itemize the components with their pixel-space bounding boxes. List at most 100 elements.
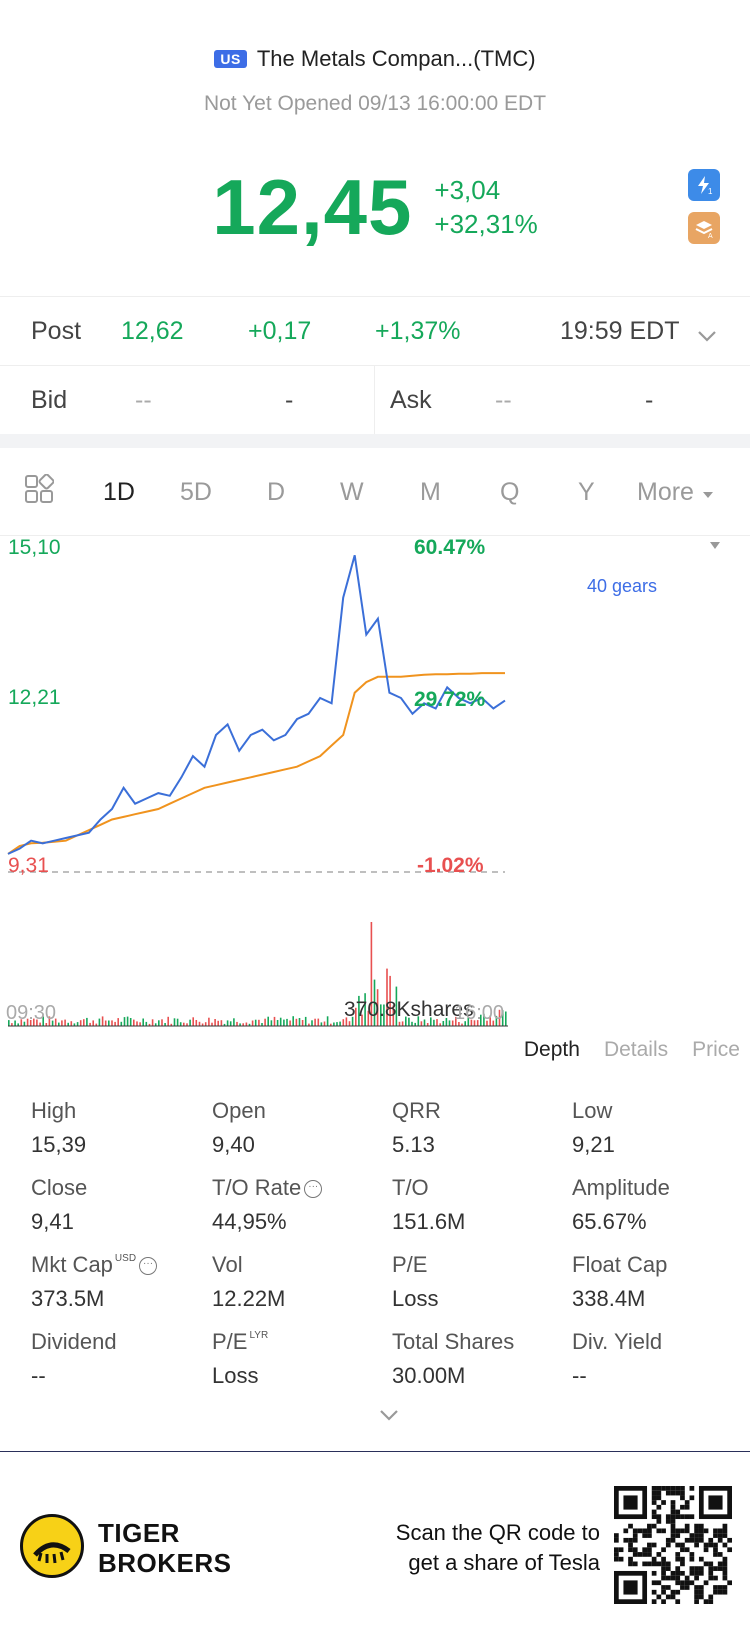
scan-line-2: get a share of Tesla [408, 1550, 600, 1575]
volume-bar [98, 1018, 101, 1026]
volume-bar [467, 1017, 470, 1026]
volume-bar [426, 1023, 429, 1026]
period-tabs: 1D 5D D W M Q Y More [0, 448, 750, 536]
volume-bar [42, 1016, 44, 1026]
volume-bar [455, 1016, 457, 1026]
stat-label: P/E [392, 1252, 428, 1277]
volume-bar [320, 1022, 323, 1026]
chart-menu-caret-icon[interactable] [710, 542, 720, 549]
volume-bar [411, 1021, 413, 1026]
volume-bar [333, 1022, 335, 1026]
post-market-row[interactable]: Post 12,62 +0,17 +1,37% 19:59 EDT [0, 296, 750, 366]
volume-bar [8, 1020, 10, 1026]
stat-value: 9,41 [31, 1209, 74, 1234]
volume-bar [142, 1018, 144, 1026]
stat-div-yield: Div. Yield -- [572, 1327, 662, 1392]
y-low-label: 9,31 [8, 854, 49, 877]
volume-bar [433, 1019, 435, 1026]
volume-bar [36, 1019, 38, 1026]
svg-text:1: 1 [708, 187, 713, 196]
volume-bar [189, 1019, 191, 1026]
volume-bar [314, 1018, 316, 1026]
volume-bar [239, 1023, 241, 1026]
volume-bar [45, 1023, 48, 1026]
volume-bar [264, 1018, 266, 1026]
volume-bar [364, 993, 366, 1026]
volume-bar [398, 1021, 401, 1026]
tab-w[interactable]: W [340, 478, 364, 506]
volume-bar [301, 1020, 304, 1026]
volume-bar [380, 1004, 382, 1026]
stat-label: Low [572, 1098, 613, 1123]
stat-mkt-cap: Mkt Cap USD ··· 373.5M [31, 1250, 158, 1315]
volume-bar [351, 1016, 354, 1026]
volume-bar [279, 1017, 282, 1026]
post-label: Post [31, 316, 82, 345]
stat-value: 44,95% [212, 1209, 287, 1234]
volume-bar [158, 1020, 160, 1026]
tab-y[interactable]: Y [578, 478, 595, 506]
bid-price: -- [135, 386, 152, 414]
volume-bar [373, 979, 376, 1026]
stat-low: Low 9,21 [572, 1096, 615, 1161]
stat-pe: P/E Loss [392, 1250, 438, 1315]
stat-high: High 15,39 [31, 1096, 86, 1161]
tab-price[interactable]: Price [692, 1038, 740, 1061]
volume-bar [104, 1020, 107, 1026]
volume-bar [348, 1021, 351, 1026]
y-high-label: 15,10 [8, 536, 61, 559]
stat-value: 9,21 [572, 1132, 615, 1157]
grid-layout-icon[interactable] [24, 473, 55, 511]
intraday-chart[interactable]: 15,10 60.47% 40 gears 12,21 29.72% 9,31 … [0, 536, 750, 1066]
volume-bar [54, 1018, 57, 1026]
chevron-down-icon[interactable] [697, 321, 717, 350]
volume-bar [217, 1020, 219, 1026]
stat-close: Close 9,41 [31, 1173, 87, 1238]
pct-low-label: -1.02% [417, 854, 484, 877]
tab-details[interactable]: Details [603, 1038, 669, 1061]
stat-label: Mkt Cap [31, 1252, 113, 1277]
volume-bar [229, 1021, 232, 1026]
bid-ask-row: Bid -- - Ask -- - [0, 366, 750, 434]
tab-m[interactable]: M [420, 478, 441, 506]
volume-bar [204, 1022, 207, 1026]
y-mid-label: 12,21 [8, 686, 61, 709]
chart-canvas[interactable] [0, 536, 750, 1066]
tab-d[interactable]: D [267, 478, 286, 506]
tab-5d[interactable]: 5D [180, 478, 212, 506]
volume-label: 370.8Kshares [344, 998, 474, 1021]
stat-total-shares: Total Shares 30.00M [392, 1327, 514, 1392]
tab-q[interactable]: Q [500, 478, 520, 506]
stat-label-row: P/E LYR [212, 1327, 268, 1357]
stat-value: 373.5M [31, 1286, 105, 1311]
stack-badge-icon[interactable]: A [688, 212, 720, 244]
stat-value: -- [31, 1363, 46, 1388]
stock-title[interactable]: The Metals Compan...(TMC) [256, 46, 536, 71]
info-icon[interactable]: ··· [139, 1257, 158, 1276]
stat-label: P/E [212, 1329, 248, 1354]
volume-bar [489, 1015, 491, 1026]
volume-bar [101, 1016, 104, 1026]
volume-bar [448, 1020, 451, 1026]
lightning-badge-icon[interactable]: 1 [688, 169, 720, 201]
stat-label: Amplitude [572, 1175, 670, 1200]
volume-bar [139, 1022, 141, 1026]
x-start-label: 09:30 [6, 1002, 57, 1024]
volume-bar [76, 1022, 79, 1026]
brand-line-2: BROKERS [98, 1548, 232, 1578]
volume-bar [461, 1023, 463, 1026]
stat-value: Loss [212, 1363, 259, 1388]
stat-label: High [31, 1098, 77, 1123]
volume-bar [480, 1014, 482, 1026]
volume-bar [220, 1020, 223, 1026]
stat-value: -- [572, 1363, 587, 1388]
stat-label-row: Mkt Cap USD ··· [31, 1250, 158, 1280]
expand-chevron-icon[interactable] [378, 1408, 400, 1427]
tab-more[interactable]: More [637, 478, 715, 507]
tab-depth[interactable]: Depth [523, 1038, 580, 1061]
volume-bars [8, 922, 507, 1026]
tab-1d[interactable]: 1D [103, 478, 135, 506]
volume-bar [111, 1020, 113, 1026]
info-icon[interactable]: ··· [304, 1180, 323, 1199]
indicator-label[interactable]: 40 gears [587, 576, 658, 596]
